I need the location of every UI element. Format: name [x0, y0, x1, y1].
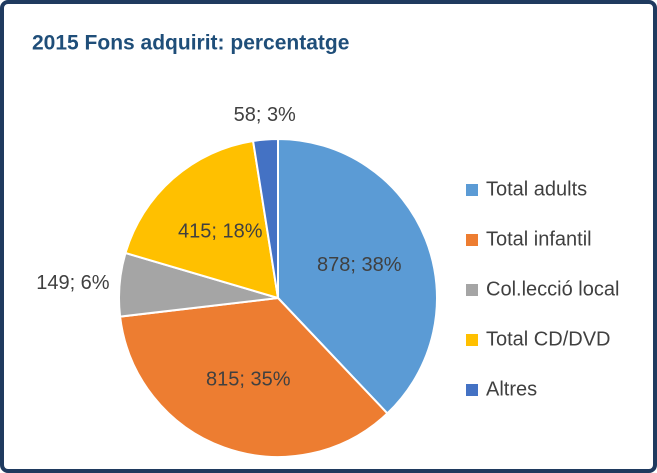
pie-slice [277, 137, 438, 415]
pie-slice [118, 296, 389, 458]
legend-swatch [466, 384, 478, 396]
data-label: 149; 6% [36, 272, 110, 294]
chart-title: 2015 Fons adquirit: percentatge [32, 32, 349, 55]
data-label: 815; 35% [206, 369, 291, 391]
legend-label: Total infantil [486, 228, 592, 250]
data-label: 58; 3% [234, 104, 296, 126]
legend-swatch [466, 284, 478, 296]
data-label: 415; 18% [178, 221, 263, 243]
legend-swatch [466, 334, 478, 346]
pie-slice [251, 137, 279, 299]
legend-label: Col.lecció local [486, 278, 619, 300]
legend-swatch [466, 184, 478, 196]
legend-label: Total adults [486, 178, 587, 200]
data-label: 878; 38% [317, 254, 402, 276]
pie-slice [124, 139, 280, 300]
legend-label: Total CD/DVD [486, 328, 610, 350]
legend-label: Altres [486, 378, 537, 400]
legend-swatch [466, 234, 478, 246]
